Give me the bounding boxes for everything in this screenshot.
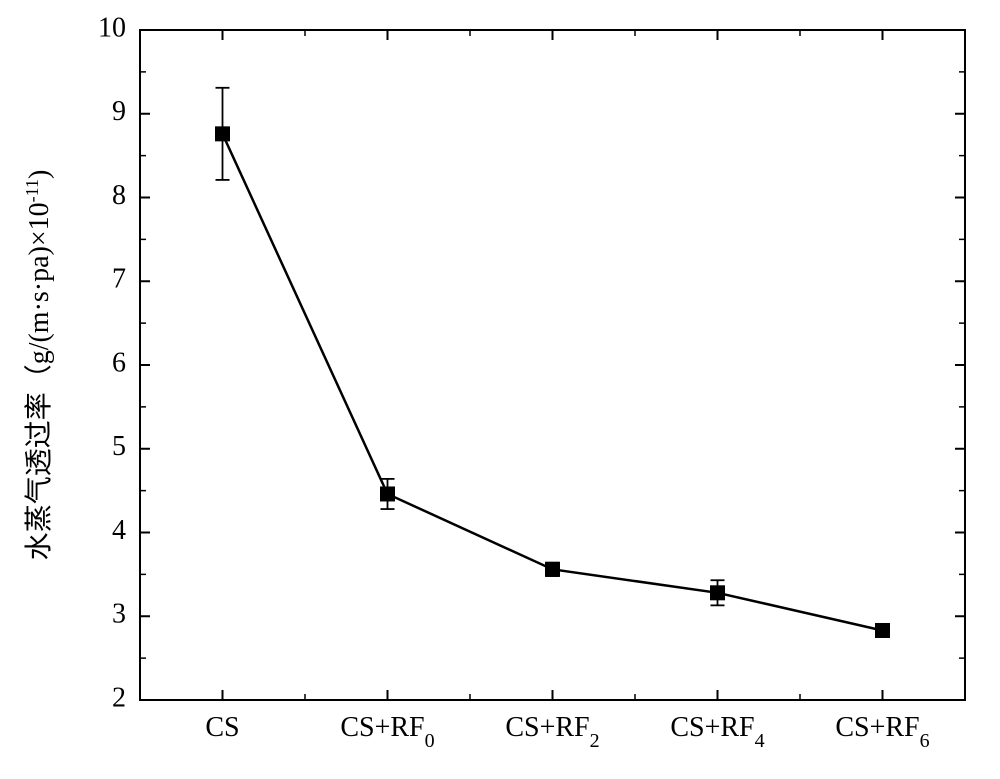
chart-svg: 2 3 4 5 6 7 8 9 10 CS CS+RF0 CS+RF2 CS+RF4 CS+RF6 水蒸气透… [0,0,1000,779]
x-tick-label: CS [205,712,239,743]
data-marker [216,127,230,141]
y-tick-label: 8 [112,180,126,211]
y-axis-label: 水蒸气透过率（g/(m·s·pa)×10-11) [22,170,55,561]
y-tick-label: 5 [112,431,126,462]
data-marker [381,487,395,501]
y-tick-label: 3 [112,599,126,630]
x-tick-label: CS+RF4 [670,712,764,752]
x-tick-label: CS+RF2 [505,712,599,752]
x-tick-label: CS+RF6 [835,712,929,752]
y-tick-label: 10 [98,12,126,43]
y-tick-label: 6 [112,347,126,378]
data-marker [711,586,725,600]
y-tick-label: 7 [112,264,126,295]
y-tick-label: 9 [112,96,126,127]
y-tick-label: 4 [112,515,126,546]
data-marker [546,562,560,576]
svg-text:水蒸气透过率（g/(m·s·pa)×10-11): 水蒸气透过率（g/(m·s·pa)×10-11) [22,170,55,561]
x-tick-label: CS+RF0 [340,712,434,752]
plot-border [140,30,965,700]
series-line [223,134,883,631]
data-marker [876,623,890,637]
chart-container: 2 3 4 5 6 7 8 9 10 CS CS+RF0 CS+RF2 CS+RF4 CS+RF6 水蒸气透… [0,0,1000,779]
y-tick-label: 2 [112,682,126,713]
